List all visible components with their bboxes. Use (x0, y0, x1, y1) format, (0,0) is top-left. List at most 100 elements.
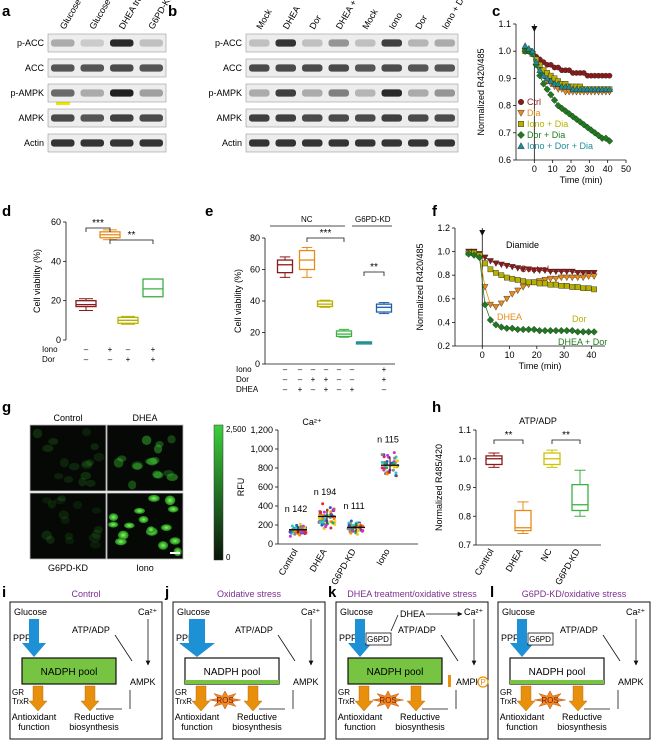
y-tick-label: 1,200 (250, 425, 273, 435)
data-point (547, 91, 555, 99)
data-point (540, 72, 547, 79)
trxr-label: TrxR (338, 697, 355, 706)
data-point (546, 268, 554, 276)
x-axis-label: Time (min) (519, 361, 562, 371)
cell (46, 535, 55, 545)
y-tick-label: 1.1 (498, 19, 511, 29)
antioxidant-label-l2: function (18, 722, 50, 732)
a-row-label: ACC (25, 63, 45, 73)
x-tick-label: G6PD-KD (553, 547, 582, 587)
output-flux-arrow (243, 685, 263, 712)
data-point (579, 270, 587, 277)
legend-label: Ctrl (527, 97, 541, 107)
x-axis-label: Time (min) (560, 175, 603, 185)
data-point (557, 268, 565, 276)
colorbar-max: 2,500 (226, 425, 247, 434)
g6pd-label: G6PD (367, 635, 389, 644)
x-tick-label: 10 (548, 164, 558, 174)
data-point (546, 326, 555, 335)
b-band (408, 89, 429, 97)
scatter-point (392, 462, 396, 466)
condition-sign: – (283, 385, 288, 394)
y-tick-label: 1.2 (437, 223, 450, 233)
cell (91, 507, 102, 514)
legend-label: Iono + Dia (527, 119, 568, 129)
data-point (605, 137, 614, 145)
b-column-label: Dor (307, 13, 323, 31)
data-point (550, 96, 559, 104)
cell (123, 522, 135, 529)
y-tick-label: 0.2 (437, 341, 450, 351)
b-column-label: DHEA (281, 4, 302, 31)
data-point (519, 284, 527, 291)
b-column-label: Mock (360, 7, 380, 31)
e-condition-signs: – – – – – – +– – + + – – +– + – + – + – (283, 365, 387, 394)
a-blot-strip (47, 83, 167, 103)
cell (152, 470, 162, 479)
micrograph-label: DHEA (132, 413, 157, 423)
ca-label: Ca²⁺ (301, 607, 321, 617)
b-band (355, 64, 376, 72)
glucose-label: Glucose (502, 607, 535, 617)
y-tick-label: 40 (51, 256, 61, 266)
antioxidant-label-l1: Antioxidant (500, 712, 545, 722)
a-band (51, 89, 75, 97)
a-row-label: p-ACC (17, 38, 45, 48)
b-band (381, 64, 402, 72)
y-tick-label: 0 (56, 335, 61, 345)
b-band (434, 89, 455, 97)
g6pd-label: G6PD (529, 635, 551, 644)
cell (153, 444, 163, 454)
b-band (408, 39, 429, 47)
y-tick-label: 200 (258, 520, 273, 530)
b-row-label: ACC (223, 63, 243, 73)
data-point (561, 107, 570, 115)
significance-label: ** (370, 262, 378, 273)
data-point (524, 325, 533, 334)
g-scatter-title: Ca²⁺ (302, 417, 322, 427)
data-point (591, 286, 597, 293)
data-point (554, 101, 562, 110)
condition-sign: + (151, 355, 156, 364)
a-band (51, 39, 75, 47)
data-point (539, 80, 548, 88)
atp-adp-label: ATP/ADP (560, 625, 598, 635)
box (375, 303, 393, 313)
data-point (492, 260, 500, 267)
antioxidant-label-l1: Antioxidant (12, 712, 57, 722)
b-blot-strip (245, 133, 459, 153)
data-point (564, 283, 570, 289)
scatter-point (355, 532, 359, 536)
condition-sign: – (84, 355, 89, 364)
cell (81, 460, 93, 468)
a-blot-strip (47, 108, 167, 128)
data-point (576, 118, 584, 126)
scatter-point (332, 517, 336, 521)
data-point (557, 326, 566, 335)
significance-bracket (306, 237, 345, 242)
x-tick-label: 40 (586, 350, 596, 360)
data-point (503, 324, 511, 332)
cell (93, 452, 105, 462)
b-column-label: Iono (387, 11, 404, 31)
data-point (486, 258, 494, 265)
micrograph-tile (29, 492, 107, 560)
y-axis-label: Cell viability (%) (233, 269, 243, 333)
data-point (525, 279, 532, 286)
ampk-label: AMPK (456, 677, 482, 687)
scatter-point (391, 468, 395, 472)
atp-to-ampk-inhibition (440, 634, 459, 662)
data-point (606, 85, 613, 93)
cell (145, 458, 157, 465)
scatter-point (393, 456, 397, 460)
y-axis-label: Normalized R420/485 (476, 48, 486, 135)
h-significance: ** ** (493, 430, 581, 444)
e-iono-label: Iono (236, 365, 252, 374)
biosynthesis-label-l1: Reductive (237, 712, 277, 722)
y-axis-label: RFU (236, 478, 246, 497)
b-band (408, 114, 429, 122)
